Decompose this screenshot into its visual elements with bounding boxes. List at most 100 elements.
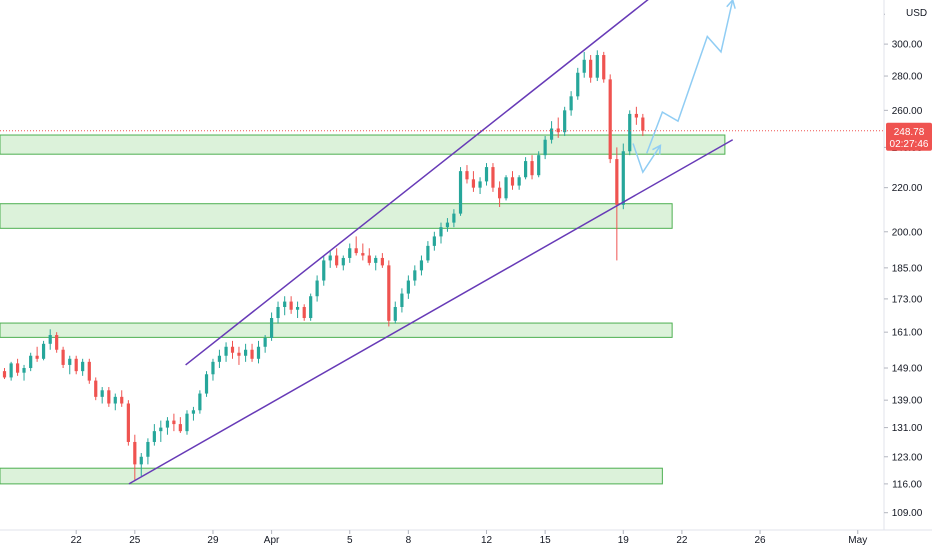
candle-body — [204, 374, 209, 394]
candle-body — [309, 296, 313, 319]
candle-79 — [517, 175, 521, 190]
candle-body — [335, 255, 339, 266]
candle-92 — [602, 51, 606, 83]
y-tick-label: 161.00 — [892, 328, 923, 339]
candle-body — [523, 161, 528, 178]
candle-body — [361, 253, 365, 256]
candle-77 — [504, 175, 508, 201]
candle-body — [471, 179, 476, 188]
candle-10 — [68, 355, 72, 375]
candle-body — [126, 403, 130, 442]
candle-body — [367, 255, 371, 263]
candle-9 — [61, 346, 65, 369]
candle-24 — [159, 420, 163, 442]
candle-33 — [217, 349, 222, 369]
y-tick-label: 149.00 — [892, 364, 923, 375]
candle-body — [302, 306, 306, 319]
candle-body — [543, 139, 547, 156]
x-tick-label: 29 — [207, 535, 219, 546]
candle-90 — [589, 55, 593, 83]
candle-26 — [172, 413, 176, 432]
candle-body — [569, 96, 573, 111]
candle-46 — [302, 304, 306, 321]
candle-41 — [269, 312, 274, 341]
candle-body — [224, 346, 228, 356]
candle-body — [406, 280, 410, 294]
candle-95 — [621, 143, 625, 210]
projection-path-0 — [646, 0, 734, 154]
price-axis-panel[interactable] — [884, 0, 932, 530]
candle-body — [589, 59, 593, 78]
candle-body — [426, 245, 430, 261]
y-tick-label: 185.00 — [892, 263, 923, 274]
candle-2 — [15, 358, 20, 376]
candle-body — [595, 55, 599, 78]
x-tick-label: Apr — [264, 535, 280, 546]
candle-body — [41, 343, 46, 359]
candle-72 — [471, 171, 476, 192]
candle-body — [387, 265, 391, 321]
candle-14 — [94, 377, 98, 401]
candle-body — [452, 213, 456, 223]
candle-body — [159, 427, 163, 432]
candle-75 — [491, 163, 495, 192]
x-tick-label: 5 — [347, 535, 353, 546]
candle-88 — [576, 67, 580, 100]
candle-body — [510, 177, 515, 186]
y-tick-label: 200.00 — [892, 227, 923, 238]
last-price-badge: 248.78 02:27:46 — [886, 122, 932, 151]
candle-body — [185, 413, 189, 432]
y-tick-label: 139.00 — [892, 396, 923, 407]
candle-body — [256, 346, 261, 359]
candle-body — [133, 441, 137, 465]
candle-body — [211, 361, 215, 375]
candle-1 — [9, 361, 13, 381]
candle-body — [328, 255, 332, 261]
candle-body — [217, 355, 222, 362]
candle-body — [74, 358, 78, 372]
candle-body — [537, 155, 541, 176]
candle-body — [445, 222, 450, 228]
candle-body — [374, 257, 378, 263]
zone-2 — [0, 322, 673, 338]
x-tick-label: 15 — [540, 535, 552, 546]
candle-18 — [120, 390, 124, 407]
candle-body — [315, 280, 319, 297]
x-tick-label: 26 — [754, 535, 766, 546]
candle-body — [491, 167, 495, 188]
candle-body — [250, 349, 254, 359]
candle-body — [602, 55, 606, 80]
zone-1 — [0, 203, 673, 229]
candle-93 — [608, 74, 612, 164]
candle-55 — [361, 243, 365, 261]
candle-body — [621, 151, 625, 205]
candle-body — [87, 361, 91, 381]
candle-23 — [152, 424, 156, 446]
candle-body — [237, 352, 241, 356]
candle-53 — [348, 243, 352, 263]
candle-59 — [387, 260, 391, 327]
candle-body — [393, 306, 397, 321]
bar-countdown: 02:27:46 — [890, 139, 929, 150]
candle-20 — [133, 434, 137, 480]
candle-37 — [244, 343, 248, 362]
candle-94 — [615, 147, 619, 261]
candle-body — [517, 177, 521, 186]
candle-body — [295, 306, 300, 310]
candle-81 — [530, 155, 534, 180]
candle-87 — [569, 91, 573, 116]
candle-54 — [354, 236, 358, 256]
candle-83 — [543, 135, 547, 160]
candle-body — [198, 393, 202, 411]
candle-96 — [628, 110, 632, 156]
candle-69 — [452, 209, 456, 228]
projection-arrowhead-0 — [726, 0, 736, 9]
candle-body — [530, 161, 534, 176]
candle-body — [68, 358, 72, 365]
time-axis-panel[interactable] — [0, 530, 932, 550]
candle-12 — [81, 358, 85, 376]
x-tick-label: 12 — [481, 535, 493, 546]
candle-76 — [498, 181, 502, 207]
candle-body — [61, 349, 65, 365]
